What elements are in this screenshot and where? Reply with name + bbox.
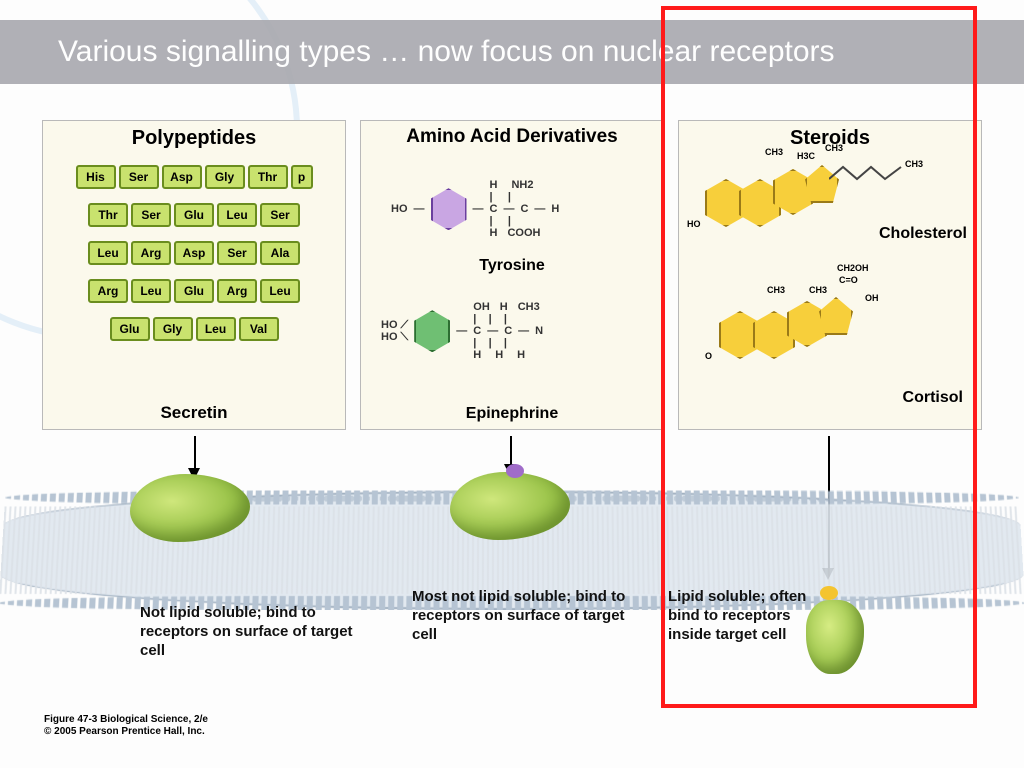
atom: HO [381,331,398,343]
caption-polypeptides: Not lipid soluble; bind to receptors on … [140,604,380,660]
aa: Ser [131,203,171,227]
aa: Leu [131,279,171,303]
atom: H [495,349,503,361]
atom: H [490,179,498,191]
atom: CH3 [767,285,785,295]
aa: Arg [131,241,171,265]
atom: C [490,203,498,215]
aa: Leu [217,203,257,227]
aa: Glu [174,279,214,303]
aa: Asp [162,165,202,189]
aa: Leu [88,241,128,265]
atom: C [504,325,512,337]
figure-47-3: Polypeptides His Ser Asp Gly Thr p Ser L… [42,120,982,740]
aa: Arg [88,279,128,303]
aa: Arg [217,279,257,303]
tyrosine-structure: HO — — HNH2 | | C—C—H | | HCOOH [391,179,559,239]
atom: COOH [507,227,540,239]
panel-title-polypeptides: Polypeptides [43,121,345,149]
aa: Thr [88,203,128,227]
aa: p [291,165,313,189]
atom: N [535,325,543,337]
panel-row: Polypeptides His Ser Asp Gly Thr p Ser L… [42,120,982,430]
secretin-chain: His Ser Asp Gly Thr p Ser Leu Glu Ser Th… [51,165,337,355]
atom-group: HNH2 | | C—C—H | | HCOOH [490,179,560,239]
atom: C [520,203,528,215]
tyrosine-label: Tyrosine [361,257,663,275]
atom: HO [687,219,701,229]
aa: Ser [119,165,159,189]
atom: CH3 [809,285,827,295]
credit-line-1: Figure 47-3 Biological Science, 2/e [44,714,208,725]
cholesterol-label: Cholesterol [879,225,967,243]
ligand-purple [506,464,524,478]
atom: C=O [839,275,858,285]
arrow-aad [510,436,512,466]
atom: H [473,349,481,361]
panel-polypeptides: Polypeptides His Ser Asp Gly Thr p Ser L… [42,120,346,430]
panel-amino-acid-derivatives: Amino Acid Derivatives HO — — HNH2 | | C… [360,120,664,430]
atom: CH3 [825,143,843,153]
aa: Ala [260,241,300,265]
atom: C [473,325,481,337]
panel-steroids: Steroids H3C CH3 CH3 CH3 HO Cholesterol [678,120,982,430]
epinephrine-label: Epinephrine [361,405,663,423]
aa: Asp [174,241,214,265]
atom: OH [473,301,490,313]
epinephrine-ring [414,310,450,352]
arrow-polypeptide [194,436,196,470]
aa: His [76,165,116,189]
atom: H [551,203,559,215]
atom: H3C [797,151,815,161]
atom: CH3 [518,301,540,313]
slide-title-bar: Various signalling types … now focus on … [0,20,1024,84]
atom: H [500,301,508,313]
atom: O [705,351,712,361]
aa: Leu [196,317,236,341]
aa: Leu [260,279,300,303]
atom-group: HO ⟋ HO ⟍ [381,319,408,343]
atom: HO [381,319,398,331]
alkyl-tail [829,157,929,185]
atom: NH2 [511,179,533,191]
atom: HO [391,203,408,215]
aa: Ser [217,241,257,265]
aa: Gly [205,165,245,189]
figure-credit: Figure 47-3 Biological Science, 2/e © 20… [44,714,208,738]
ligand-yellow [820,586,838,600]
caption-aad: Most not lipid soluble; bind to receptor… [412,588,652,644]
aa: Val [239,317,279,341]
cortisol-label: Cortisol [903,389,963,407]
aa: Ser [260,203,300,227]
atom: CH2OH [837,263,869,273]
atom: H [517,349,525,361]
cholesterol-structure: H3C CH3 CH3 CH3 HO [705,165,841,225]
aa: Thr [248,165,288,189]
aa: Glu [110,317,150,341]
atom-group: OHHCH3 | | | C—C—N | | | HHH [473,301,543,361]
epinephrine-structure: HO ⟋ HO ⟍ — OHHCH3 | | | C—C—N | | | HHH [381,301,543,361]
atom: CH3 [765,147,783,157]
aa: Glu [174,203,214,227]
aa: Gly [153,317,193,341]
atom: H [490,227,498,239]
slide-title: Various signalling types … now focus on … [58,35,835,69]
caption-steroids: Lipid soluble; often bind to receptors i… [668,588,818,644]
secretin-label: Secretin [43,403,345,423]
atom: OH [865,293,879,303]
panel-title-aad: Amino Acid Derivatives [361,121,663,148]
cortisol-structure: CH2OH C=O CH3 OH CH3 O [719,297,855,357]
tyrosine-ring [431,188,467,230]
credit-line-2: © 2005 Pearson Prentice Hall, Inc. [44,726,205,737]
